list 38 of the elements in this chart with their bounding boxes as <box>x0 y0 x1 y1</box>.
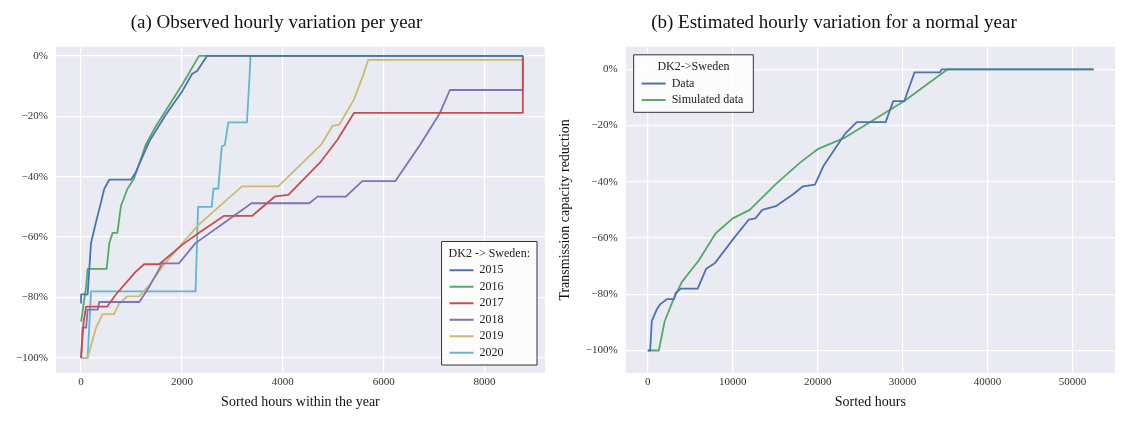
x-tick-label: 30000 <box>888 375 917 388</box>
chart-title: (b) Estimated hourly variation for a normal year <box>651 11 1018 34</box>
x-tick-label: 40000 <box>973 375 1002 388</box>
x-tick-label: 20000 <box>803 375 832 388</box>
legend-label: 2020 <box>479 344 504 359</box>
x-tick-label: 4000 <box>271 375 295 388</box>
chart-title: (a) Observed hourly variation per year <box>130 11 424 34</box>
y-tick-label: −20% <box>21 109 48 122</box>
legend-title: DK2 -> Sweden: <box>448 245 530 260</box>
y-tick-label: −60% <box>591 230 618 243</box>
x-tick-label: 8000 <box>473 375 496 388</box>
legend-label: Simulated data <box>671 92 744 107</box>
legend-label: 2018 <box>479 311 504 326</box>
y-tick-label: −100% <box>15 350 48 363</box>
y-tick-label: −40% <box>21 169 48 182</box>
y-tick-label: −100% <box>585 343 618 356</box>
y-tick-label: 0% <box>33 48 48 61</box>
x-tick-label: 6000 <box>372 375 396 388</box>
x-tick-label: 2000 <box>170 375 194 388</box>
y-tick-label: 0% <box>602 62 618 75</box>
x-axis-title: Sorted hours within the year <box>221 394 381 410</box>
legend-label: 2017 <box>479 295 504 310</box>
x-tick-label: 0 <box>78 375 85 388</box>
y-tick-label: −80% <box>21 290 48 303</box>
x-tick-label: 50000 <box>1058 375 1087 388</box>
y-tick-label: −40% <box>591 174 618 187</box>
legend-label: 2019 <box>479 328 504 343</box>
legend-title: DK2->Sweden <box>657 59 730 74</box>
y-tick-label: −60% <box>21 229 48 242</box>
legend-label: 2015 <box>479 262 504 277</box>
legend-label: Data <box>671 75 695 90</box>
x-tick-label: 10000 <box>718 375 747 388</box>
legend-label: 2016 <box>479 278 504 293</box>
x-tick-label: 0 <box>645 375 651 388</box>
x-axis-title: Sorted hours <box>834 394 906 410</box>
y-axis-title: Transmission capacity reduction <box>557 119 573 301</box>
y-tick-label: −20% <box>591 118 618 131</box>
y-tick-label: −80% <box>591 287 618 300</box>
